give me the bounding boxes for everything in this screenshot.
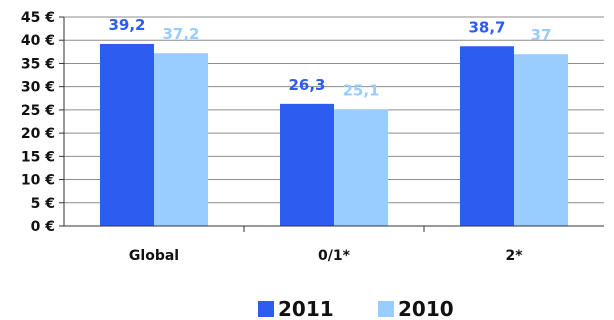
y-axis: 0 € 5 € 10 € 15 € 20 € 25 € 30 € 35 € 40 € 45 € [21,10,65,235]
category-label: Global [129,248,179,264]
data-label-2011-1: 26,3 [288,76,325,94]
bar-2010-0 [154,53,208,226]
y-tick-label: 45 € [21,10,55,26]
bars [100,43,568,227]
bar-2011-0 [100,43,154,227]
y-tick-label: 15 € [21,149,55,165]
data-label-2011-2: 38,7 [468,18,505,36]
y-tick-label: 10 € [21,173,55,189]
data-labels: 39,2 37,2 26,3 25,1 38,7 37 [108,16,551,99]
data-label-2010-1: 25,1 [342,81,379,99]
y-tick-label: 30 € [21,80,55,96]
bar-2010-2 [514,54,568,227]
category-label: 0/1* [318,248,351,264]
legend-swatch-2010 [378,301,394,317]
legend-label-2011: 2011 [278,297,334,320]
y-tick-label: 0 € [31,219,55,235]
y-tick-label: 35 € [21,56,55,72]
bar-2011-2 [460,46,514,227]
data-label-2010-0: 37,2 [162,25,199,43]
y-tick-label: 25 € [21,103,55,119]
category-label: 2* [505,248,523,264]
data-label-2010-2: 37 [531,26,552,44]
y-tick-label: 5 € [31,196,55,212]
y-tick-label: 20 € [21,126,55,142]
x-axis: Global 0/1* 2* [64,225,604,264]
legend-label-2010: 2010 [398,297,454,320]
legend-swatch-2011 [258,301,274,317]
data-label-2011-0: 39,2 [108,16,145,34]
legend: 2011 2010 [258,297,454,320]
bar-2010-1 [334,109,388,226]
bar-2011-1 [280,103,334,226]
y-tick-label: 40 € [21,33,55,49]
